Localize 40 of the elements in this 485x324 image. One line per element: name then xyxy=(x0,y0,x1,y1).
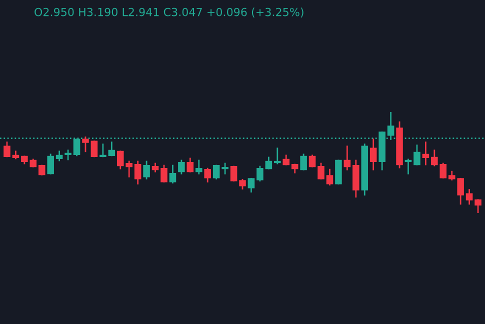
candlestick xyxy=(239,178,246,190)
candlestick xyxy=(308,154,316,168)
candlestick xyxy=(90,140,98,158)
candlestick xyxy=(47,154,54,174)
candlestick xyxy=(38,164,46,176)
candlestick xyxy=(212,164,220,180)
candlestick xyxy=(344,146,351,170)
candlestick xyxy=(204,168,211,182)
candlestick xyxy=(195,160,202,174)
candlestick xyxy=(474,199,482,213)
candlestick xyxy=(82,136,89,152)
text: O2.950 H3.190 L2.941 C3.047 +0.096 (+3.25%) xyxy=(34,8,304,18)
candlestick xyxy=(143,160,150,180)
candlestick xyxy=(64,150,72,160)
candlestick xyxy=(178,160,185,174)
candlestick xyxy=(274,148,281,164)
candlestick xyxy=(100,144,106,158)
candlestick xyxy=(248,178,255,192)
candlestick xyxy=(134,160,142,184)
candlestick xyxy=(282,154,290,166)
candlestick xyxy=(186,158,194,172)
candlestick xyxy=(256,166,264,182)
candlestick xyxy=(108,142,116,156)
candlestick xyxy=(300,154,307,170)
candlestick xyxy=(160,164,168,182)
candlestick xyxy=(4,142,10,158)
candlestick xyxy=(230,166,238,182)
candlestick xyxy=(222,162,228,174)
candlestick xyxy=(370,138,377,170)
candlestick xyxy=(466,189,473,205)
candlestick xyxy=(422,142,430,166)
candlestick xyxy=(457,178,464,205)
candlestick xyxy=(265,156,272,170)
candlestick xyxy=(335,160,342,184)
candlestick xyxy=(56,150,63,162)
candlestick xyxy=(404,158,412,174)
candlestick xyxy=(326,168,334,186)
candlestick xyxy=(414,144,420,166)
candlestick xyxy=(318,162,324,180)
candlestick xyxy=(169,164,176,184)
